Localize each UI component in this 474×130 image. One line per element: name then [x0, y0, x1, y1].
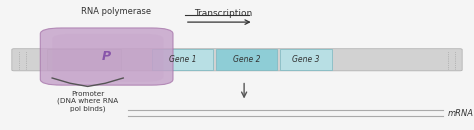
- Bar: [280, 49, 332, 70]
- Text: Promoter
(DNA where RNA
pol binds): Promoter (DNA where RNA pol binds): [57, 91, 118, 112]
- FancyBboxPatch shape: [40, 28, 173, 85]
- Bar: [216, 49, 277, 70]
- Text: RNA polymerase: RNA polymerase: [81, 6, 151, 15]
- Text: mRNA: mRNA: [448, 109, 474, 118]
- Text: Gene 1: Gene 1: [169, 55, 196, 64]
- FancyBboxPatch shape: [52, 34, 164, 82]
- FancyBboxPatch shape: [12, 49, 462, 71]
- Text: Gene 3: Gene 3: [292, 55, 319, 64]
- Bar: [47, 49, 121, 70]
- Text: Gene 2: Gene 2: [233, 55, 260, 64]
- Text: Transcription: Transcription: [194, 9, 252, 18]
- Text: P: P: [102, 50, 111, 63]
- Bar: [152, 49, 213, 70]
